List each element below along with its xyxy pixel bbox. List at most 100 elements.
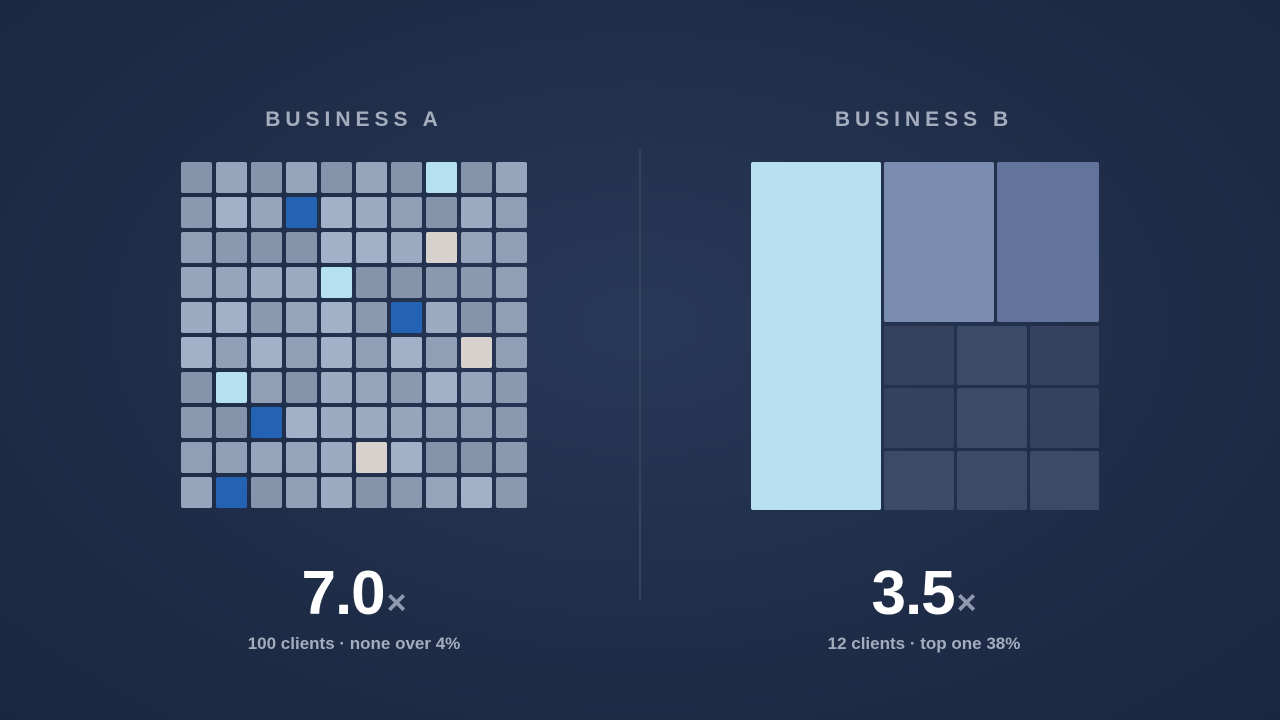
client-tile	[426, 477, 457, 508]
client-tile	[496, 267, 527, 298]
client-tile	[884, 162, 994, 322]
panel-title-business-b: BUSINESS B	[834, 108, 1014, 131]
client-tile	[321, 407, 352, 438]
client-tile	[321, 442, 352, 473]
client-tile	[391, 407, 422, 438]
multiple-value: 3.5	[871, 559, 955, 628]
client-tile	[426, 232, 457, 263]
client-tile	[251, 442, 282, 473]
client-tile	[426, 372, 457, 403]
client-tile	[181, 477, 212, 508]
client-tile	[251, 372, 282, 403]
client-tile	[216, 302, 247, 333]
client-tile	[496, 197, 527, 228]
client-tile	[461, 197, 492, 228]
client-tile	[957, 451, 1027, 510]
client-tile	[461, 442, 492, 473]
client-tile	[461, 302, 492, 333]
client-tile	[461, 162, 492, 193]
client-tile	[391, 162, 422, 193]
client-tile	[391, 442, 422, 473]
client-tile	[321, 477, 352, 508]
client-tile	[321, 162, 352, 193]
multiple-value: 7.0	[301, 559, 385, 628]
client-tile	[286, 232, 317, 263]
client-tile	[957, 326, 1027, 385]
client-tile	[286, 337, 317, 368]
client-tile	[251, 477, 282, 508]
client-tile	[251, 407, 282, 438]
client-tile	[286, 442, 317, 473]
client-treemap-business-b	[751, 162, 1099, 510]
client-tile	[957, 388, 1027, 448]
client-tile	[286, 372, 317, 403]
client-tile	[286, 407, 317, 438]
client-tile	[426, 267, 457, 298]
client-tile	[426, 162, 457, 193]
client-tile	[426, 337, 457, 368]
client-tile	[391, 372, 422, 403]
client-tile	[496, 477, 527, 508]
client-tile	[216, 407, 247, 438]
client-tile	[286, 267, 317, 298]
client-tile	[426, 407, 457, 438]
client-tile	[391, 267, 422, 298]
client-tile	[286, 477, 317, 508]
client-tile	[356, 477, 387, 508]
client-tile	[181, 302, 212, 333]
client-tile	[884, 388, 954, 448]
client-tile	[251, 267, 282, 298]
top-client-tile	[751, 162, 881, 510]
client-tile	[286, 197, 317, 228]
client-tile	[391, 302, 422, 333]
client-tile	[391, 477, 422, 508]
client-tile	[321, 337, 352, 368]
client-tile	[884, 451, 954, 510]
client-tile	[216, 267, 247, 298]
client-tile	[426, 302, 457, 333]
client-tile	[391, 337, 422, 368]
client-tile	[356, 197, 387, 228]
client-tile	[496, 442, 527, 473]
client-tile	[181, 442, 212, 473]
client-tile	[216, 372, 247, 403]
client-tile	[461, 372, 492, 403]
client-tile	[216, 162, 247, 193]
client-tile	[356, 407, 387, 438]
client-tile	[181, 337, 212, 368]
client-tile	[426, 197, 457, 228]
client-tile	[321, 232, 352, 263]
client-tile	[181, 197, 212, 228]
multiple-business-a: 7.0×	[154, 558, 554, 629]
client-tile	[321, 267, 352, 298]
client-tile	[496, 337, 527, 368]
client-tile	[356, 232, 387, 263]
client-tile	[216, 442, 247, 473]
client-tile	[884, 326, 954, 385]
client-tile	[216, 232, 247, 263]
client-tile	[216, 477, 247, 508]
client-tile	[181, 232, 212, 263]
client-tile	[356, 372, 387, 403]
client-tile	[461, 267, 492, 298]
client-tile	[1030, 326, 1099, 385]
client-tile	[356, 302, 387, 333]
client-tile	[496, 162, 527, 193]
client-tile	[461, 337, 492, 368]
client-tile	[181, 407, 212, 438]
client-tile	[461, 232, 492, 263]
client-tile	[216, 197, 247, 228]
client-tile	[321, 197, 352, 228]
client-tile	[181, 162, 212, 193]
client-tile	[1030, 451, 1099, 510]
caption-business-a: 100 clients · none over 4%	[247, 634, 461, 653]
client-tile	[496, 407, 527, 438]
client-tile	[286, 302, 317, 333]
client-tile	[356, 267, 387, 298]
client-tile	[251, 302, 282, 333]
client-tile	[181, 267, 212, 298]
multiple-business-b: 3.5×	[724, 558, 1124, 629]
client-tile	[391, 232, 422, 263]
client-tile	[356, 337, 387, 368]
multiple-unit: ×	[956, 584, 977, 622]
